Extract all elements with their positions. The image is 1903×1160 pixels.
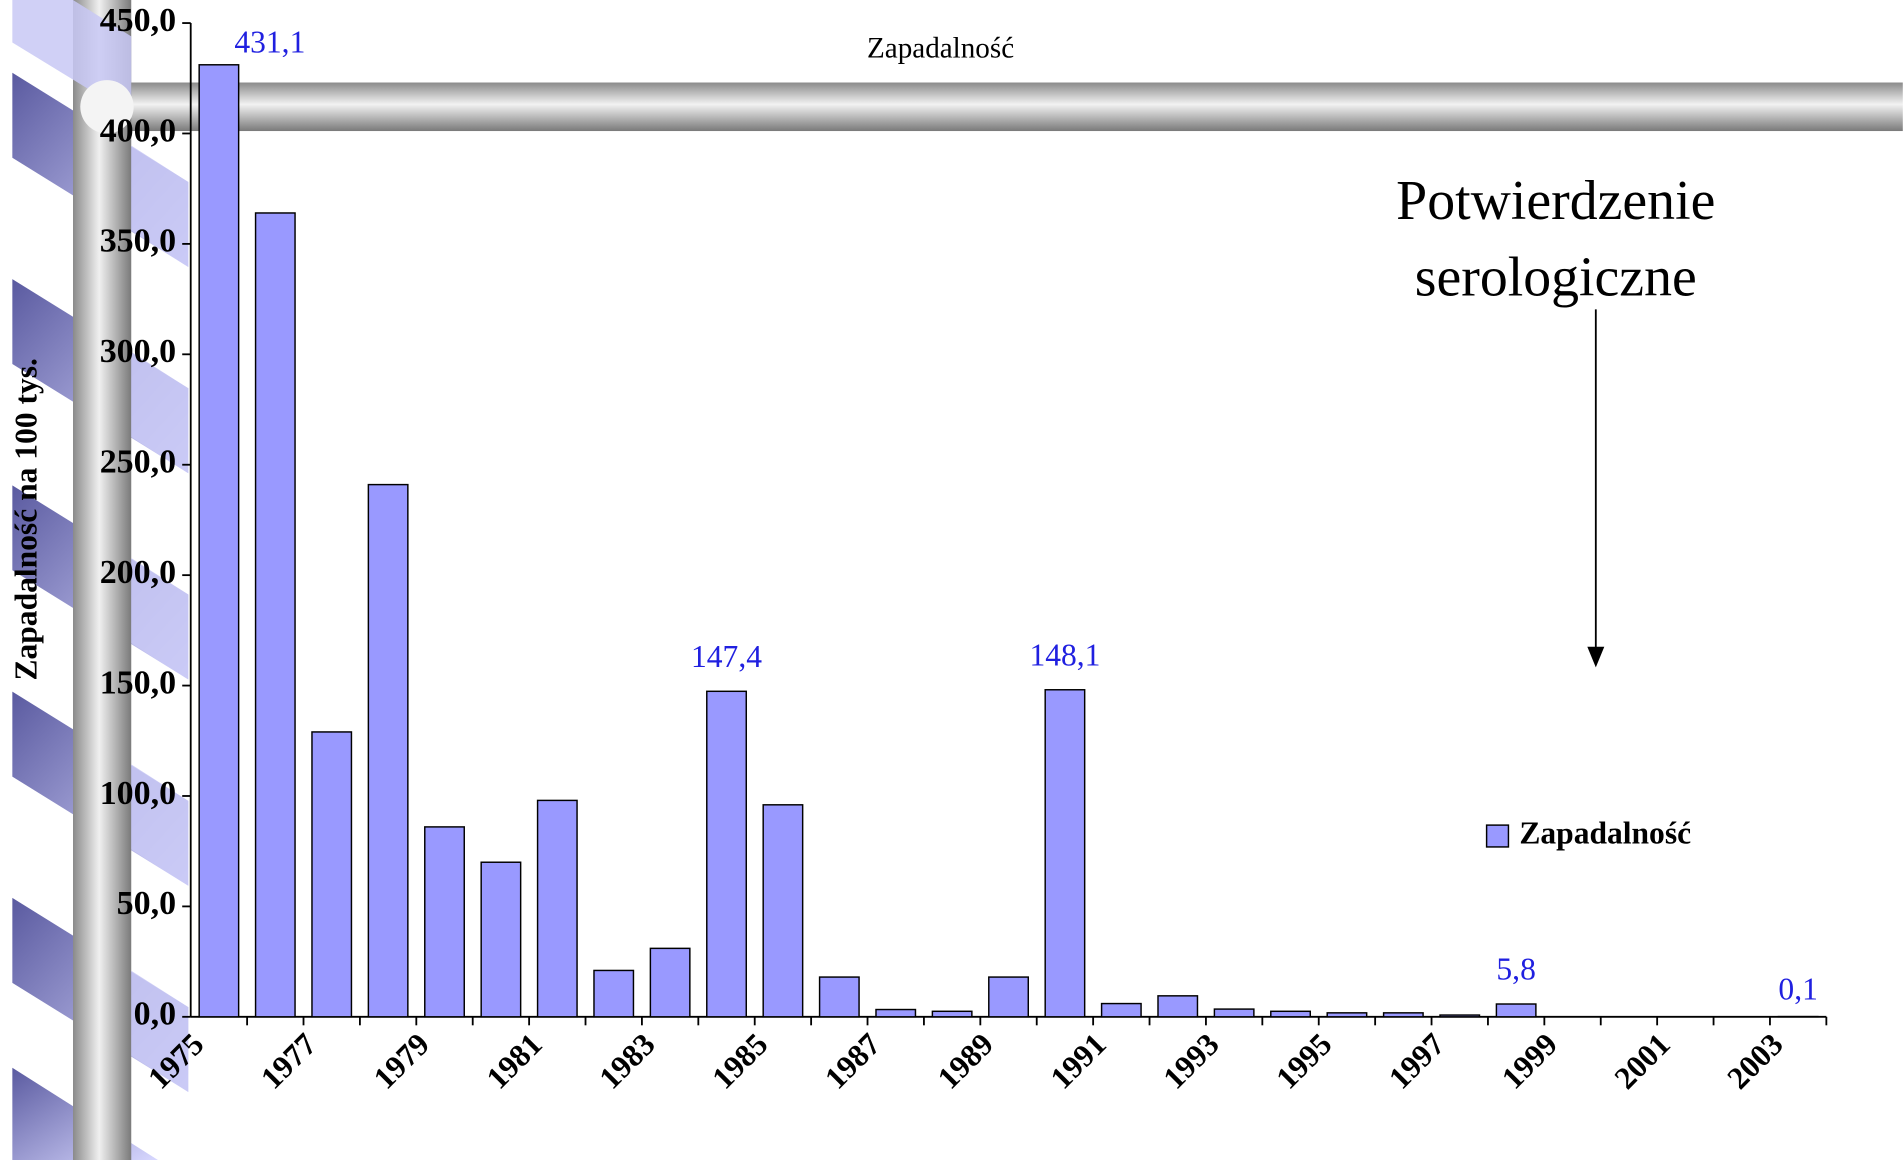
bar xyxy=(820,977,859,1017)
bar xyxy=(199,65,238,1017)
bar xyxy=(1496,1004,1535,1017)
bar xyxy=(1045,690,1084,1017)
y-tick-label: 250,0 xyxy=(100,444,176,481)
bar xyxy=(989,977,1028,1017)
data-label: 148,1 xyxy=(1029,637,1100,672)
bar xyxy=(650,948,689,1016)
x-tick-label: 1985 xyxy=(705,1026,774,1095)
y-tick-label: 300,0 xyxy=(100,333,176,370)
bar xyxy=(763,805,802,1017)
bar xyxy=(1102,1004,1141,1017)
x-tick-label: 1983 xyxy=(592,1026,661,1095)
x-tick-label: 1991 xyxy=(1044,1026,1113,1095)
annotation: Potwierdzenie xyxy=(1396,170,1715,232)
bar xyxy=(538,800,577,1016)
bar xyxy=(707,691,746,1017)
y-tick-label: 400,0 xyxy=(100,112,176,149)
x-tick-label: 2001 xyxy=(1608,1026,1677,1095)
bar xyxy=(481,862,520,1017)
legend-swatch xyxy=(1487,825,1509,847)
bar xyxy=(1271,1011,1310,1017)
chart: Zapadalność Zapadalność na 100 tys. Potw… xyxy=(0,0,1903,1160)
x-tick-label: 1987 xyxy=(818,1026,887,1095)
bar xyxy=(594,970,633,1016)
bar xyxy=(1327,1013,1366,1017)
y-tick-label: 50,0 xyxy=(117,885,176,922)
annotation: serologiczne xyxy=(1415,247,1697,309)
bar xyxy=(1384,1013,1423,1017)
bar xyxy=(876,1010,915,1017)
y-tick-label: 200,0 xyxy=(100,554,176,591)
y-tick-label: 350,0 xyxy=(100,223,176,260)
x-tick-label: 1989 xyxy=(931,1026,1000,1095)
bar xyxy=(425,827,464,1017)
bar xyxy=(1214,1009,1253,1017)
annotation-arrow xyxy=(1587,309,1604,667)
bar xyxy=(1158,996,1197,1017)
x-tick-label: 1979 xyxy=(367,1026,436,1095)
y-tick-label: 0,0 xyxy=(134,996,176,1033)
data-label: 147,4 xyxy=(691,639,762,674)
bar xyxy=(256,213,295,1017)
bar xyxy=(1440,1015,1479,1017)
x-tick-label: 1995 xyxy=(1269,1026,1338,1095)
y-tick-label: 450,0 xyxy=(100,2,176,39)
y-tick-label: 100,0 xyxy=(100,775,176,812)
data-label: 0,1 xyxy=(1778,972,1817,1007)
bar xyxy=(312,732,351,1017)
legend-label: Zapadalność xyxy=(1519,815,1691,850)
x-tick-label: 1993 xyxy=(1156,1026,1225,1095)
x-tick-label: 1977 xyxy=(254,1026,323,1095)
x-tick-label: 1981 xyxy=(480,1026,549,1095)
data-label: 5,8 xyxy=(1496,952,1535,987)
bar xyxy=(932,1011,971,1017)
x-tick-label: 1999 xyxy=(1495,1026,1564,1095)
bar xyxy=(368,485,407,1017)
data-label: 431,1 xyxy=(234,25,305,60)
y-axis-label: Zapadalność na 100 tys. xyxy=(9,358,44,680)
y-tick-label: 150,0 xyxy=(100,664,176,701)
x-tick-label: 2003 xyxy=(1720,1026,1789,1095)
x-tick-label: 1997 xyxy=(1382,1026,1451,1095)
chart-title: Zapadalność xyxy=(867,33,1014,65)
